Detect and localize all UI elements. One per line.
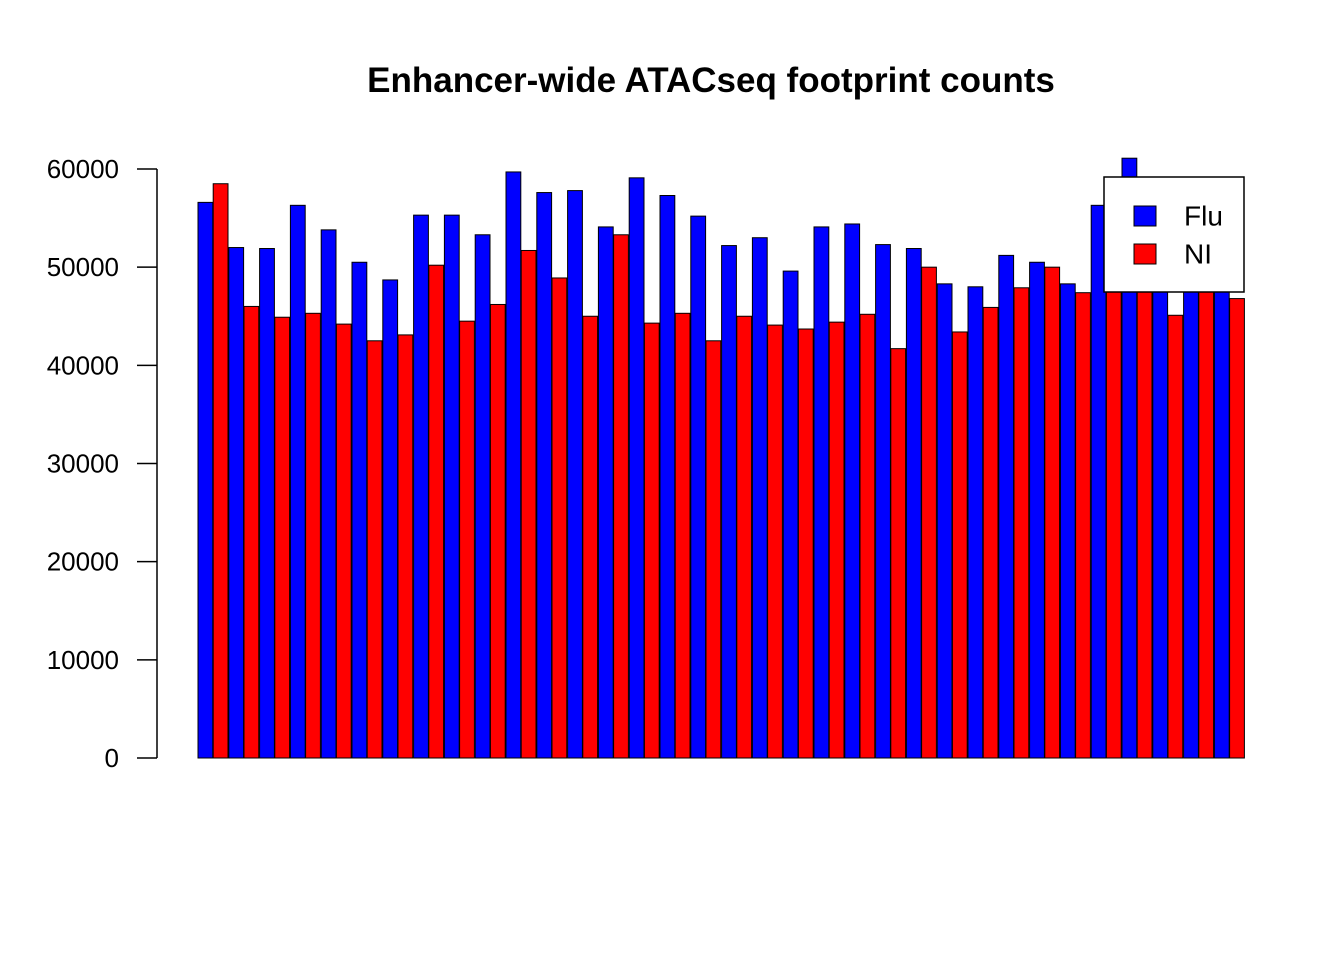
bar-flu <box>967 286 984 759</box>
legend: Flu NI <box>1103 176 1245 293</box>
bar-flu <box>1213 247 1230 759</box>
bar-flu <box>597 226 614 759</box>
bar-ni <box>1044 266 1061 759</box>
bar-ni <box>890 348 907 759</box>
bar-flu <box>1029 261 1045 759</box>
bar-flu <box>259 248 275 759</box>
bar-flu <box>659 195 676 759</box>
bar-flu <box>474 234 491 759</box>
bar-flu <box>690 215 707 759</box>
legend-swatch-flu <box>1133 205 1157 227</box>
bar-ni <box>335 323 352 759</box>
bar-flu <box>905 248 922 759</box>
bar-ni <box>921 266 937 759</box>
bar-ni <box>1198 281 1215 759</box>
bar-flu <box>628 177 645 759</box>
legend-label-ni: NI <box>1184 239 1212 270</box>
bar-flu <box>998 254 1015 759</box>
bar-ni <box>397 334 414 759</box>
legend-swatch-ni <box>1133 243 1157 265</box>
legend-label-flu: Flu <box>1184 201 1223 232</box>
bar-flu <box>1183 235 1199 759</box>
bar-flu <box>567 190 583 759</box>
bar-flu <box>351 261 368 759</box>
bar-ni <box>1136 284 1153 759</box>
bar-ni <box>582 315 599 759</box>
bar-flu <box>844 223 861 759</box>
bar-ni <box>212 183 229 759</box>
bar-flu <box>320 229 337 759</box>
bar-flu <box>505 171 522 759</box>
bar-flu <box>536 192 553 759</box>
bar-ni <box>243 305 260 759</box>
bar-ni <box>274 316 291 759</box>
y-tick-label: 50000 <box>47 252 119 282</box>
bar-ni <box>551 277 568 759</box>
bar-ni <box>1105 222 1122 759</box>
bars-group <box>197 157 1245 759</box>
bar-ni <box>1075 292 1091 759</box>
bar-flu <box>875 244 891 759</box>
y-tick-label: 0 <box>105 743 119 773</box>
bar-flu <box>751 237 768 759</box>
y-tick-label: 30000 <box>47 449 119 479</box>
y-axis: 0 10000 20000 30000 40000 50000 60000 <box>47 154 158 773</box>
bar-ni <box>828 321 845 759</box>
bar-ni <box>982 306 999 759</box>
bar-ni <box>797 328 814 759</box>
y-tick-label: 60000 <box>47 154 119 184</box>
bar-flu <box>721 245 737 759</box>
bar-ni <box>1167 314 1184 759</box>
bar-ni <box>366 340 383 759</box>
bar-ni <box>1229 298 1245 759</box>
bar-ni <box>1013 287 1030 759</box>
y-tick-label: 10000 <box>47 645 119 675</box>
bar-flu <box>782 270 799 759</box>
y-tick-label: 40000 <box>47 350 119 380</box>
legend-box <box>1103 176 1245 293</box>
bar-ni <box>951 331 968 759</box>
bar-flu <box>1152 232 1169 759</box>
bar-ni <box>613 234 629 759</box>
bar-ni <box>643 322 660 759</box>
bar-flu <box>197 201 214 759</box>
bar-ni <box>459 320 475 759</box>
bar-flu <box>936 283 953 759</box>
bar-flu <box>1059 283 1076 759</box>
bar-ni <box>705 340 722 759</box>
bar-ni <box>767 324 783 759</box>
bar-flu <box>289 204 306 759</box>
bar-ni <box>520 249 537 759</box>
bar-ni <box>305 312 321 759</box>
bar-flu <box>813 226 830 759</box>
y-tick-label: 20000 <box>47 547 119 577</box>
chart-title: Enhancer-wide ATACseq footprint counts <box>367 61 1055 100</box>
bar-flu <box>443 214 460 759</box>
bar-ni <box>859 313 876 759</box>
bar-ni <box>489 303 506 759</box>
bar-flu <box>228 247 245 759</box>
bar-ni <box>674 312 691 759</box>
bar-ni <box>736 315 753 759</box>
bar-flu <box>382 279 399 759</box>
bar-flu <box>413 214 429 759</box>
bar-ni <box>428 264 445 759</box>
